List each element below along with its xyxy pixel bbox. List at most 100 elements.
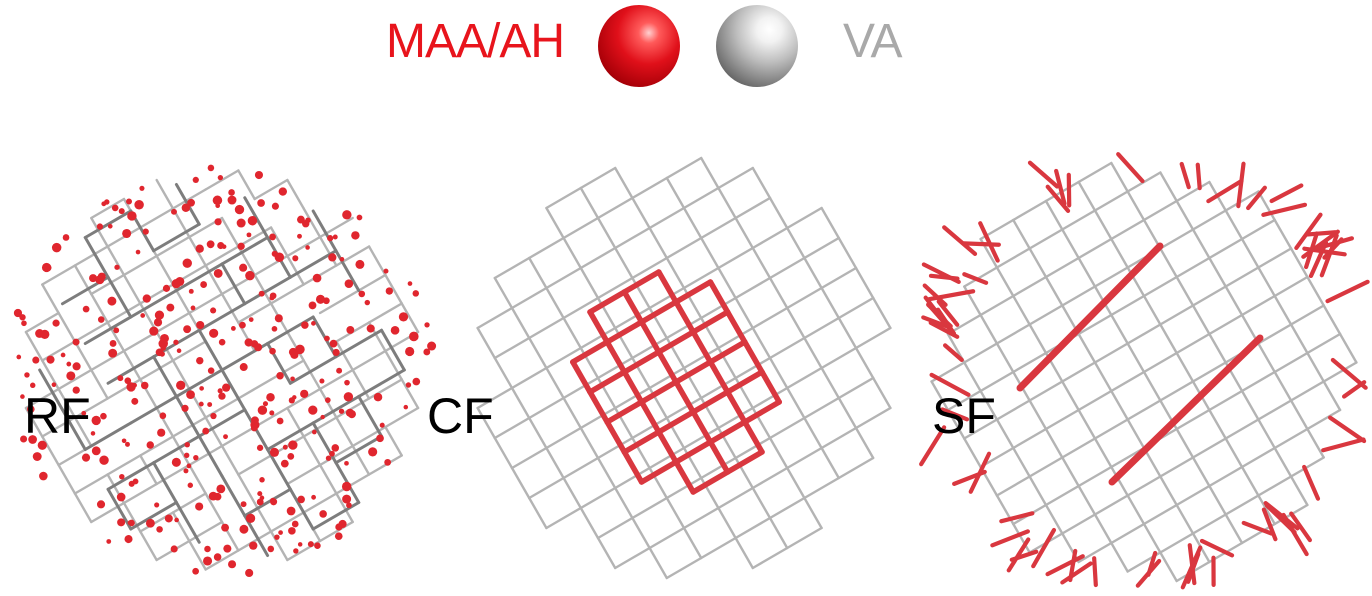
red-bead [32, 356, 40, 364]
red-bead [216, 484, 226, 494]
red-bead [132, 382, 137, 388]
gray-rod [786, 206, 823, 230]
red-bead [223, 544, 232, 553]
red-bead [173, 339, 179, 345]
gray-rod [106, 378, 142, 400]
gray-rod [155, 311, 191, 334]
red-bead [297, 233, 302, 239]
red-bead [319, 378, 325, 384]
red-bead [390, 325, 400, 335]
red-bead [131, 397, 139, 405]
red-bead [187, 198, 195, 207]
gray-rod [1191, 304, 1211, 336]
gray-rod [1061, 228, 1080, 260]
red-rod [724, 309, 748, 345]
red-bead [24, 372, 30, 378]
red-bead [174, 517, 179, 523]
gray-rod [1191, 361, 1227, 383]
gray-rod [1142, 199, 1178, 222]
gray-rod [545, 286, 565, 320]
gray-rod [768, 336, 806, 360]
gray-rod [562, 216, 600, 240]
red-bead [186, 463, 192, 469]
gray-rod [820, 206, 840, 240]
gray-rod [269, 226, 289, 258]
gray-rod [631, 176, 669, 200]
gray-rod [734, 516, 772, 540]
gray-rod [1224, 513, 1244, 545]
gray-rod [1224, 266, 1260, 288]
red-bead [269, 292, 277, 300]
red-bead [320, 414, 325, 420]
gray-rod [963, 418, 999, 440]
red-bead [278, 187, 287, 196]
red-bead [254, 170, 264, 180]
red-rod [942, 343, 964, 362]
gray-rod [579, 506, 600, 540]
gray-rod [155, 178, 175, 210]
gray-rod [665, 156, 703, 180]
gray-rod [73, 492, 93, 524]
red-bead [314, 542, 321, 549]
gray-rod [155, 406, 175, 438]
red-rod [926, 302, 947, 326]
dark-rod [83, 315, 133, 345]
red-rod [587, 389, 610, 425]
gray-rod [562, 376, 600, 400]
red-rod [604, 419, 628, 455]
dark-rod [220, 368, 247, 412]
gray-rod [1028, 304, 1064, 326]
red-bead [135, 249, 141, 255]
red-bead [35, 329, 44, 338]
gray-rod [837, 396, 858, 430]
gray-rod [1044, 427, 1064, 459]
gray-rod [476, 386, 514, 410]
gray-rod [400, 302, 420, 334]
red-bead [43, 263, 52, 272]
red-rod [1321, 437, 1366, 453]
gray-rod [188, 463, 207, 495]
gray-rod [717, 186, 737, 220]
gray-rod [122, 349, 142, 381]
red-bead [111, 204, 119, 212]
gray-rod [1028, 456, 1064, 478]
gray-rod [854, 266, 875, 300]
red-bead [107, 296, 117, 306]
gray-rod [1044, 408, 1080, 431]
gray-rod [786, 306, 806, 340]
red-bead [140, 313, 146, 318]
gray-rod [367, 245, 387, 277]
red-rod [724, 369, 765, 395]
red-rod [1060, 561, 1093, 585]
gray-rod [1289, 323, 1309, 355]
red-rod [962, 272, 989, 285]
red-rod [604, 319, 645, 345]
red-bead [214, 218, 222, 226]
red-rod [1045, 554, 1085, 577]
gray-rod [734, 356, 772, 380]
red-rod [1179, 161, 1191, 190]
red-bead [19, 314, 26, 321]
gray-sphere-icon [716, 5, 798, 87]
gray-rod [1240, 465, 1260, 497]
dark-rod [60, 408, 87, 451]
red-rod [656, 429, 679, 465]
gray-rod [596, 516, 634, 540]
dark-rod [357, 368, 406, 398]
red-bead [212, 195, 223, 206]
red-bead [171, 208, 177, 215]
red-bead [244, 338, 253, 347]
red-bead [101, 201, 107, 207]
dark-rod [152, 222, 201, 253]
red-rod [690, 409, 714, 445]
gray-rod [188, 444, 224, 467]
dark-rod [174, 368, 224, 398]
red-bead [347, 410, 356, 419]
gray-rod [493, 256, 531, 280]
red-bead [328, 253, 337, 262]
red-bead [32, 452, 42, 461]
gray-rod [613, 306, 651, 330]
red-rod [921, 262, 961, 284]
gray-rod [979, 294, 1015, 317]
gray-rod [665, 476, 703, 500]
